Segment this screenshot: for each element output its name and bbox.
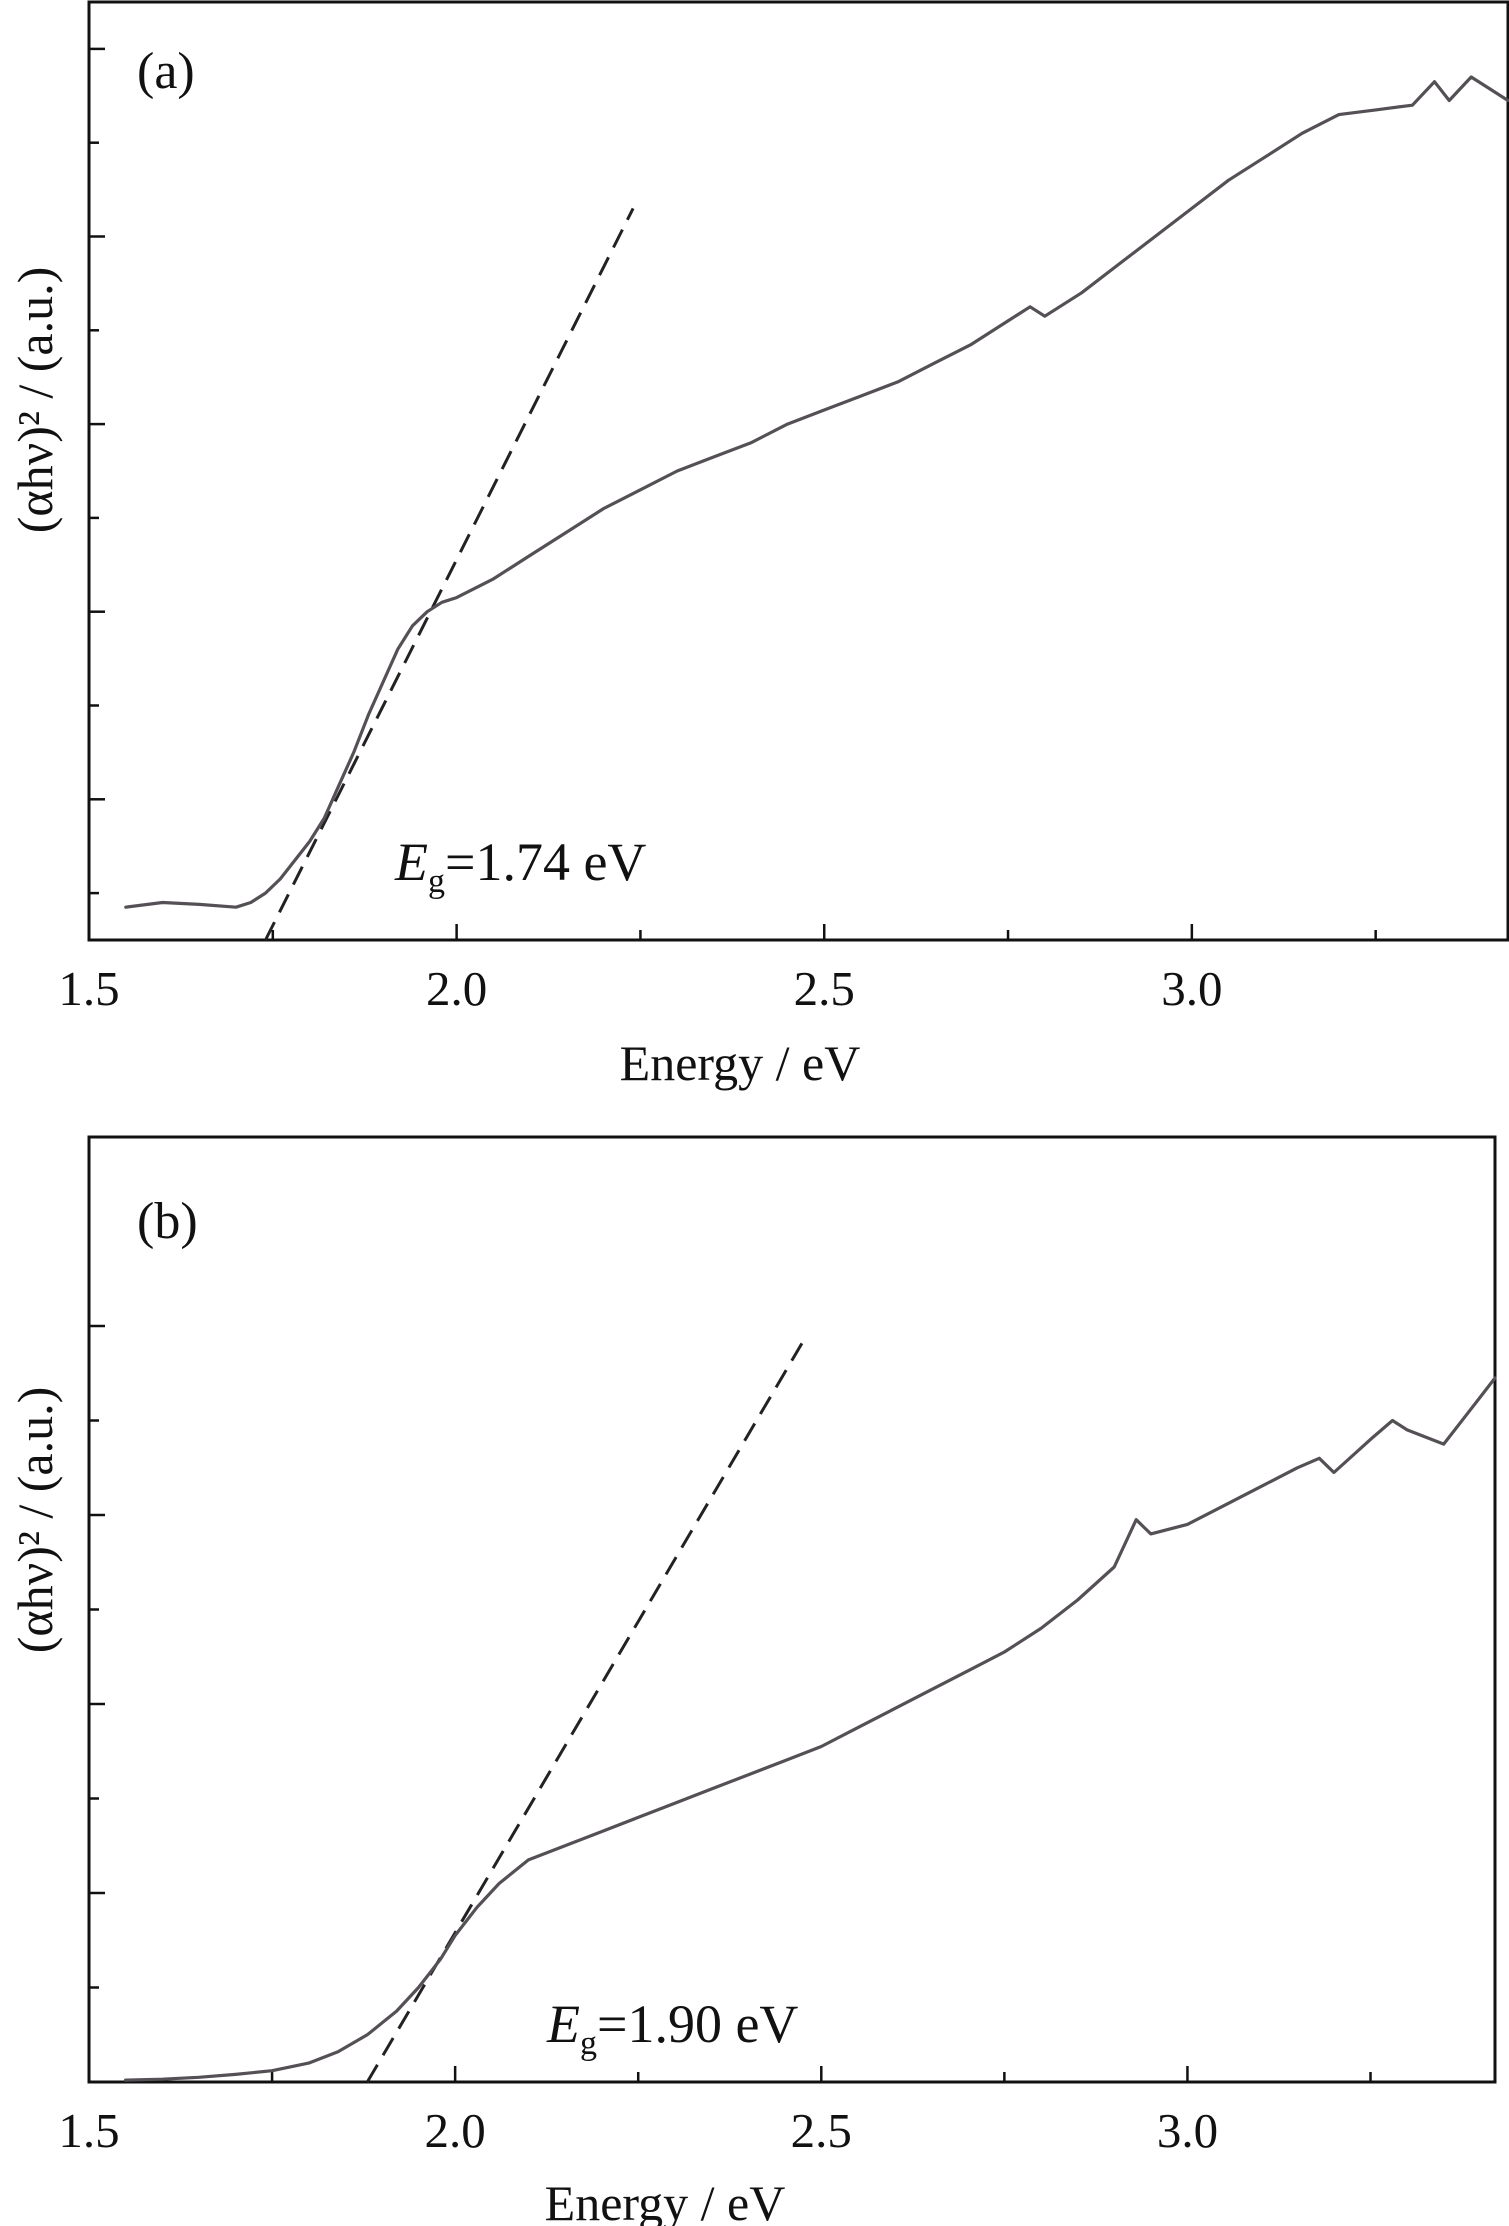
plot-frame-a (87, 0, 1509, 942)
x-tick-label: 3.0 (1157, 2103, 1218, 2158)
x-ticks-b: 1.5 2.0 2.5 3.0 (58, 2066, 1372, 2158)
y-ticks-a (89, 47, 105, 895)
band-gap-annotation-b: Eg=1.90 eV (546, 1994, 798, 2062)
band-gap-value-b: =1.90 eV (597, 1994, 798, 2054)
band-gap-symbol-a: E (394, 832, 428, 892)
fit-line-b (366, 1334, 808, 2083)
x-tick-label: 3.0 (1161, 961, 1222, 1016)
fit-line-a (264, 207, 635, 941)
band-gap-subscript-a: g (428, 863, 445, 900)
panel-label-a: (a) (137, 43, 195, 100)
panel-label-b: (b) (137, 1193, 198, 1250)
x-tick-label: 2.5 (794, 961, 855, 1016)
y-axis-title-a: (αhν)² / (a.u.) (7, 267, 63, 533)
x-axis-title-a: Energy / eV (620, 1035, 861, 1091)
x-tick-label: 2.5 (791, 2103, 852, 2158)
band-gap-subscript-b: g (580, 2025, 597, 2062)
band-gap-symbol-b: E (546, 1994, 580, 2054)
data-line-b (124, 1376, 1497, 2082)
x-tick-label: 1.5 (58, 2103, 119, 2158)
x-ticks-a: 1.5 2.0 2.5 3.0 (58, 924, 1377, 1016)
panel-b: (b) 1.5 2.0 2.5 3.0 Eg=1.90 eV Energy / eV … (7, 1135, 1497, 2226)
y-ticks-b (89, 1324, 105, 1989)
band-gap-value-a: =1.74 eV (445, 832, 646, 892)
panel-a: (a) 1.5 2.0 2.5 3.0 Eg=1.74 eV Energy / eV … (7, 0, 1509, 1091)
x-tick-label: 2.0 (425, 2103, 486, 2158)
x-tick-label: 1.5 (58, 961, 119, 1016)
x-tick-label: 2.0 (426, 961, 487, 1016)
data-line-a (124, 75, 1509, 909)
y-axis-title-b: (αhν)² / (a.u.) (7, 1387, 63, 1653)
x-axis-title-b: Energy / eV (545, 2175, 786, 2226)
band-gap-annotation-a: Eg=1.74 eV (394, 832, 646, 900)
plot-frame-b (87, 1135, 1497, 2084)
